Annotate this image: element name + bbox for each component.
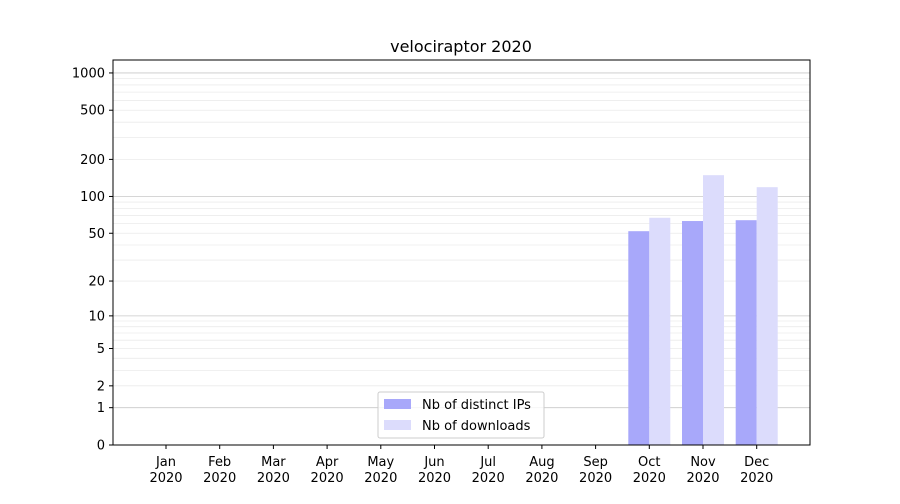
y-tick-label: 20 [88,275,105,290]
x-tick-label: Mar 2020 [257,455,290,486]
bar-downloads [649,217,671,445]
y-tick-label: 5 [97,342,105,357]
legend-swatch-ips [384,399,411,409]
y-tick-label: 1 [97,401,105,416]
bar-distinct-ips [628,231,650,445]
x-tick-label: Feb 2020 [203,455,236,486]
x-tick-label: Sep 2020 [579,455,612,486]
bar-downloads [703,175,724,446]
y-tick-label: 10 [88,309,105,324]
y-tick-label: 200 [80,153,105,168]
legend-box [377,391,545,439]
x-tick-label: Jun 2020 [418,455,451,486]
x-tick-label: Apr 2020 [311,455,344,486]
legend: Nb of distinct IPs Nb of downloads [377,391,545,439]
x-axis: Jan 2020 Feb 2020 Mar 2020 Apr 2020 May 2020 Jun 20… [149,445,773,486]
bar-distinct-ips [682,221,703,445]
chart-title: velociraptor 2020 [390,37,532,56]
x-tick-label: Jan 2020 [149,455,182,486]
bar-distinct-ips [735,220,757,445]
y-tick-label: 100 [80,190,105,205]
x-tick-label: Dec 2020 [740,455,773,486]
y-tick-label: 1000 [72,66,105,81]
bars [628,175,778,446]
legend-label-ips: Nb of distinct IPs [422,398,531,413]
x-tick-label: Jul 2020 [472,455,505,486]
y-tick-label: 0 [97,439,105,454]
bar-downloads [756,187,778,445]
y-axis: 0 1 2 5 10 20 50 100 200 500 1000 [72,66,113,454]
legend-label-downloads: Nb of downloads [422,419,531,434]
y-tick-label: 500 [80,104,105,119]
y-tick-label: 50 [88,227,105,242]
legend-swatch-downloads [384,420,411,430]
x-tick-label: Oct 2020 [633,455,666,486]
x-tick-label: Nov 2020 [686,455,719,486]
x-tick-label: May 2020 [364,455,397,486]
x-tick-label: Aug 2020 [525,455,558,486]
plot-frame [112,59,811,446]
y-tick-label: 2 [97,379,105,394]
